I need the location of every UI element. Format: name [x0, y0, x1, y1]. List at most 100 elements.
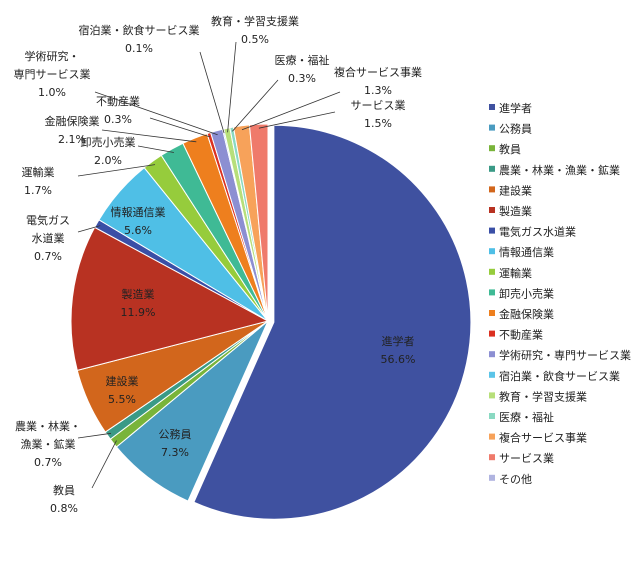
legend-swatch	[489, 145, 495, 152]
leader-line	[77, 432, 112, 439]
legend-label: 電気ガス水道業	[499, 225, 576, 239]
slice-label: 宿泊業・飲食サービス業 0.1%	[79, 23, 200, 55]
slice-label-line: 進学者	[382, 334, 415, 348]
slice-label: 進学者 56.6%	[381, 334, 416, 366]
slice-label-line: 運輸業	[22, 165, 55, 179]
slice-label-line: 7.3%	[161, 446, 189, 459]
slice-label: 建設業 5.5%	[106, 374, 139, 406]
slice-label-line: 1.3%	[364, 84, 392, 97]
slice-label-line: 卸売小売業	[81, 135, 136, 149]
slice-label-line: 建設業	[106, 374, 139, 388]
slice-label-line: 教育・学習支援業	[211, 14, 299, 28]
slice-label-line: 金融保険業	[45, 114, 100, 128]
leader-line	[137, 145, 174, 153]
slice-label-line: 1.5%	[364, 117, 392, 130]
slice-label: 学術研究・専門サービス業 1.0%	[14, 49, 91, 99]
slice-label-line: 不動産業	[96, 94, 140, 108]
slice-label-line: 農業・林業・	[15, 419, 81, 433]
leader-line	[101, 129, 197, 143]
legend-label: 学術研究・専門サービス業	[499, 348, 631, 362]
legend-swatch	[489, 104, 495, 110]
leader-line	[227, 41, 237, 133]
leader-line	[77, 225, 101, 233]
slice-label: 製造業 11.9%	[121, 287, 156, 319]
leader-line	[232, 79, 279, 132]
legend-label: 教員	[499, 143, 521, 156]
leader-lines	[77, 41, 341, 489]
slice-label: 農業・林業・漁業・鉱業 0.7%	[15, 419, 81, 469]
legend-label: 進学者	[499, 101, 532, 115]
legend-swatch	[489, 433, 495, 440]
slice-label-line: 宿泊業・飲食サービス業	[79, 23, 200, 37]
legend-swatch	[489, 310, 495, 316]
legend-label: 情報通信業	[499, 246, 554, 259]
slice-label: 医療・福祉 0.3%	[275, 53, 330, 85]
slice-label-line: 0.5%	[241, 33, 269, 46]
slice-label-line: 1.7%	[24, 184, 52, 197]
legend-label: 農業・林業・漁業・鉱業	[499, 163, 620, 177]
legend-label: 公務員	[499, 122, 532, 136]
slice-label-line: 複合サービス事業	[334, 65, 422, 79]
slice-label-line: 水道業	[32, 231, 65, 245]
slice-label-line: 56.6%	[381, 353, 416, 366]
slice-label-line: 公務員	[159, 427, 192, 441]
slice-labels: 宿泊業・飲食サービス業 0.1% 教育・学習支援業 0.5% 学術研究・専門サービス業 1…	[14, 14, 423, 515]
slice-label-line: 学術研究・	[25, 49, 80, 63]
slice-label-line: 製造業	[122, 287, 155, 301]
slice-label: 卸売小売業 2.0%	[81, 135, 136, 167]
legend-swatch	[489, 371, 495, 378]
slice-label: 不動産業 0.3%	[96, 94, 140, 126]
legend-label: 宿泊業・飲食サービス業	[499, 369, 620, 383]
leader-line	[258, 111, 336, 129]
legend-label: 運輸業	[499, 266, 532, 280]
legend-label: 不動産業	[499, 328, 543, 342]
slice-0	[193, 124, 472, 520]
legend-swatch	[489, 351, 495, 358]
legend-swatch	[489, 392, 495, 399]
legend-label: 複合サービス事業	[499, 431, 587, 445]
pie-slices	[70, 123, 472, 520]
slice-label: 公務員 7.3%	[159, 427, 192, 459]
slice-label: 教員 0.8%	[50, 484, 78, 515]
slice-label-line: 情報通信業	[111, 206, 166, 219]
leader-line	[94, 91, 218, 136]
leader-line	[91, 440, 117, 489]
legend-label: サービス業	[499, 452, 554, 465]
slice-label: 複合サービス事業 1.3%	[334, 65, 422, 97]
slice-label: サービス業 1.5%	[351, 99, 406, 130]
slice-label-line: サービス業	[351, 99, 406, 112]
legend-label: 医療・福祉	[499, 410, 554, 424]
slice-label-line: 0.7%	[34, 456, 62, 469]
slice-label-line: 電気ガス	[26, 213, 70, 227]
slice-label-line: 2.0%	[94, 154, 122, 167]
slice-17	[248, 123, 269, 322]
legend-label: 卸売小売業	[499, 286, 554, 300]
slice-label: 電気ガス水道業 0.7%	[26, 213, 70, 263]
slice-label: 情報通信業 5.6%	[111, 206, 166, 237]
legend-swatch	[489, 124, 495, 131]
legend-swatch	[489, 454, 495, 461]
legend-swatch	[489, 413, 495, 419]
legend-label: 建設業	[499, 183, 532, 197]
legend-label: 製造業	[499, 204, 532, 218]
slice-label: 金融保険業 2.1%	[45, 114, 100, 146]
leader-line	[77, 164, 156, 177]
legend-swatch	[489, 165, 495, 172]
leader-line	[199, 51, 225, 134]
slice-label-line: 専門サービス業	[14, 68, 91, 81]
slice-label-line: 0.3%	[104, 113, 132, 126]
slice-label-line: 5.6%	[124, 224, 152, 237]
legend-label: 教育・学習支援業	[499, 389, 587, 403]
legend-swatch	[489, 289, 495, 296]
legend-swatch	[489, 227, 495, 234]
slice-label-line: 漁業・鉱業	[21, 437, 76, 451]
slice-label: 運輸業 1.7%	[22, 165, 55, 197]
legend-label: 金融保険業	[499, 307, 554, 321]
slice-label: 教育・学習支援業 0.5%	[211, 14, 299, 46]
legend-swatch	[489, 248, 495, 255]
slice-label-line: 0.8%	[50, 502, 78, 515]
slice-label-line: 医療・福祉	[275, 53, 330, 67]
legend-swatch	[489, 186, 495, 193]
slice-5	[70, 226, 270, 371]
